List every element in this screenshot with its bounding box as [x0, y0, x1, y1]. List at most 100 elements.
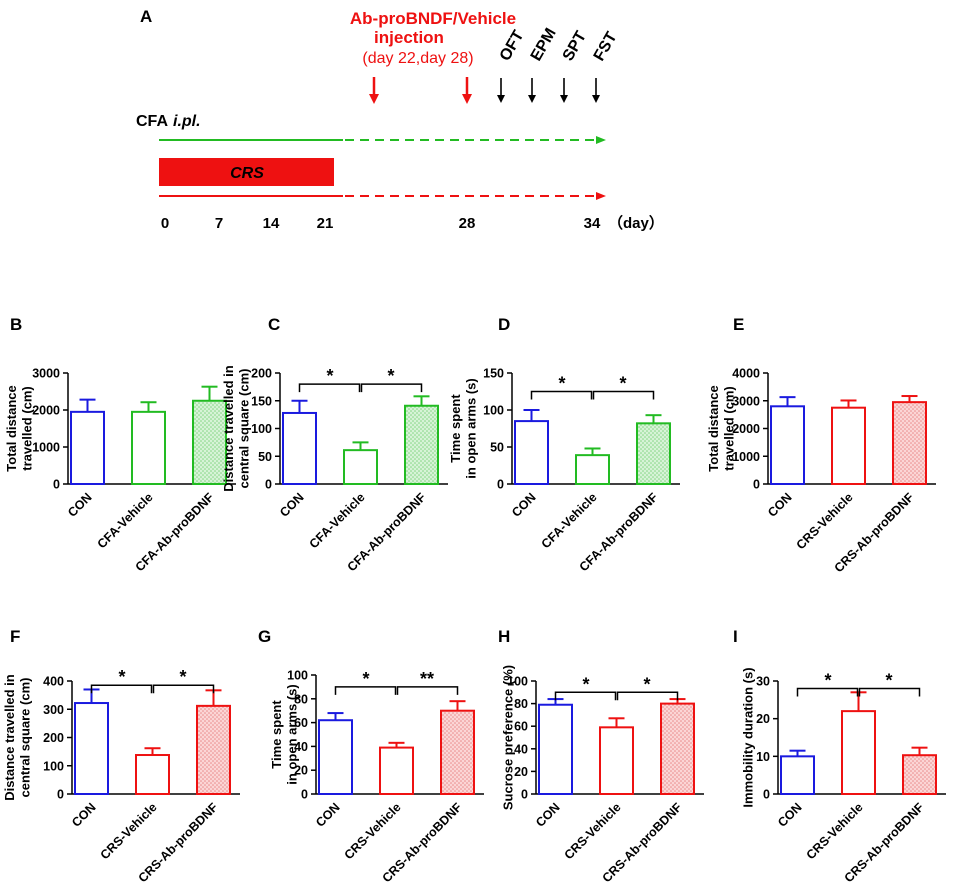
y-axis-label: Distance travelled incentral square (cm) — [2, 674, 33, 800]
significance-bracket — [396, 686, 459, 695]
y-tick-label: 100 — [43, 759, 64, 773]
category-label: CRS-Vehicle — [794, 490, 856, 552]
y-axis-label: Distance travelled incentral square (cm) — [221, 365, 252, 491]
category-label: CON — [313, 800, 343, 830]
y-axis-label-line: Total distance — [4, 385, 19, 471]
y-tick-label: 80 — [514, 697, 528, 711]
y-tick-label: 60 — [294, 716, 308, 730]
bar-cfa-ab-probdnf — [404, 404, 439, 485]
y-axis-label: Sucrose preference (%) — [501, 665, 516, 810]
bar-cfa-vehicle — [343, 449, 378, 485]
y-tick-label: 0 — [521, 788, 528, 802]
bar-crs-ab-probdnf — [196, 704, 231, 795]
category-label: CON — [533, 800, 563, 830]
significance-bracket — [858, 687, 921, 697]
injection-days-label: (day 22,day 28) — [362, 50, 473, 67]
y-tick-label: 0 — [57, 788, 64, 802]
bar-con — [538, 703, 573, 795]
y-axis-label-line: Total distance — [706, 385, 721, 471]
panel-label-e: E — [733, 315, 744, 334]
bar-con — [282, 411, 317, 485]
significance-star: * — [643, 674, 650, 694]
significance-star: * — [558, 374, 565, 394]
injection-arrow-day22 — [369, 77, 379, 104]
cfa-label: CFA i.pl. — [136, 113, 201, 130]
y-tick-label: 80 — [294, 692, 308, 706]
y-axis-label: Total distancetravelled (cm) — [706, 385, 737, 471]
significance-star: * — [885, 671, 892, 691]
significance-bracket — [360, 383, 423, 393]
bar-crs-vehicle — [135, 754, 170, 796]
significance-bracket — [298, 383, 361, 393]
bar-con — [74, 702, 109, 795]
crs-arrowhead — [596, 192, 606, 200]
day-tick-28: 28 — [459, 215, 476, 232]
y-axis-label-line: travelled (cm) — [20, 386, 35, 471]
chart-panel-f: F 0 100 200 300 400 Distance travelled incentr… — [2, 627, 240, 885]
y-axis-label-line: Distance travelled in — [2, 674, 17, 800]
y-tick-label: 1000 — [32, 441, 60, 455]
bar-cfa-vehicle — [131, 410, 166, 486]
day-tick-7: 7 — [215, 215, 223, 232]
y-tick-label: 3000 — [32, 367, 60, 381]
bar-crs-vehicle — [841, 710, 876, 796]
y-tick-label: 150 — [483, 367, 504, 381]
y-axis-label-line: Time spent — [269, 700, 284, 769]
panel-label-d: D — [498, 315, 510, 334]
test-arrow-oft — [497, 78, 505, 103]
significance-bracket — [152, 684, 215, 694]
injection-arrow-day28 — [462, 77, 472, 104]
panel-label-a: A — [140, 7, 152, 26]
significance-bracket — [592, 390, 655, 400]
significance-star: * — [362, 669, 369, 689]
y-tick-label: 20 — [514, 765, 528, 779]
y-tick-label: 20 — [294, 764, 308, 778]
significance-star: * — [824, 671, 831, 691]
bar-con — [70, 410, 105, 486]
y-tick-label: 400 — [43, 675, 64, 689]
chart-panel-e: E 0 1000 2000 3000 4000 Total distancetravelle… — [706, 315, 936, 575]
day-unit-label: （day） — [608, 214, 664, 232]
y-tick-label: 300 — [43, 703, 64, 717]
significance-star: * — [619, 374, 626, 394]
y-tick-label: 2000 — [32, 404, 60, 418]
significance-star: * — [118, 667, 125, 687]
significance-bracket — [530, 390, 593, 400]
panel-label-g: G — [258, 627, 271, 646]
category-label: CON — [765, 490, 795, 520]
panel-label-c: C — [268, 315, 280, 334]
y-tick-label: 150 — [251, 394, 272, 408]
y-axis-label-line: in open arms (s) — [464, 378, 479, 478]
y-axis-label: Time spentin open arms (s) — [269, 684, 300, 784]
y-axis-label-line: Sucrose preference (%) — [501, 665, 516, 810]
y-tick-label: 60 — [514, 720, 528, 734]
bar-crs-vehicle — [831, 406, 866, 485]
significance-bracket — [554, 691, 617, 701]
injection-title-line1: Ab-proBNDF/Vehicle — [350, 9, 516, 28]
panel-label-h: H — [498, 627, 510, 646]
y-tick-label: 100 — [507, 675, 528, 689]
y-tick-label: 200 — [43, 731, 64, 745]
bar-con — [514, 420, 549, 486]
y-tick-label: 0 — [265, 478, 272, 492]
cfa-arrowhead — [596, 136, 606, 144]
category-label: CFA-Vehicle — [539, 490, 600, 551]
y-tick-label: 10 — [756, 750, 770, 764]
category-label: CRS-Vehicle — [342, 800, 404, 862]
bar-con — [318, 719, 353, 795]
panel-label-i: I — [733, 627, 738, 646]
y-tick-label: 40 — [514, 742, 528, 756]
bar-crs-ab-probdnf — [892, 401, 927, 486]
significance-bracket — [796, 687, 859, 697]
y-tick-label: 100 — [287, 669, 308, 683]
day-tick-21: 21 — [317, 215, 334, 232]
y-tick-label: 0 — [497, 478, 504, 492]
bar-crs-vehicle — [379, 746, 414, 796]
y-tick-label: 4000 — [732, 367, 760, 381]
chart-panel-d: D 0 50 100 150 Time spentin open arms (s) CON C… — [448, 315, 680, 574]
significance-star: * — [387, 366, 394, 386]
